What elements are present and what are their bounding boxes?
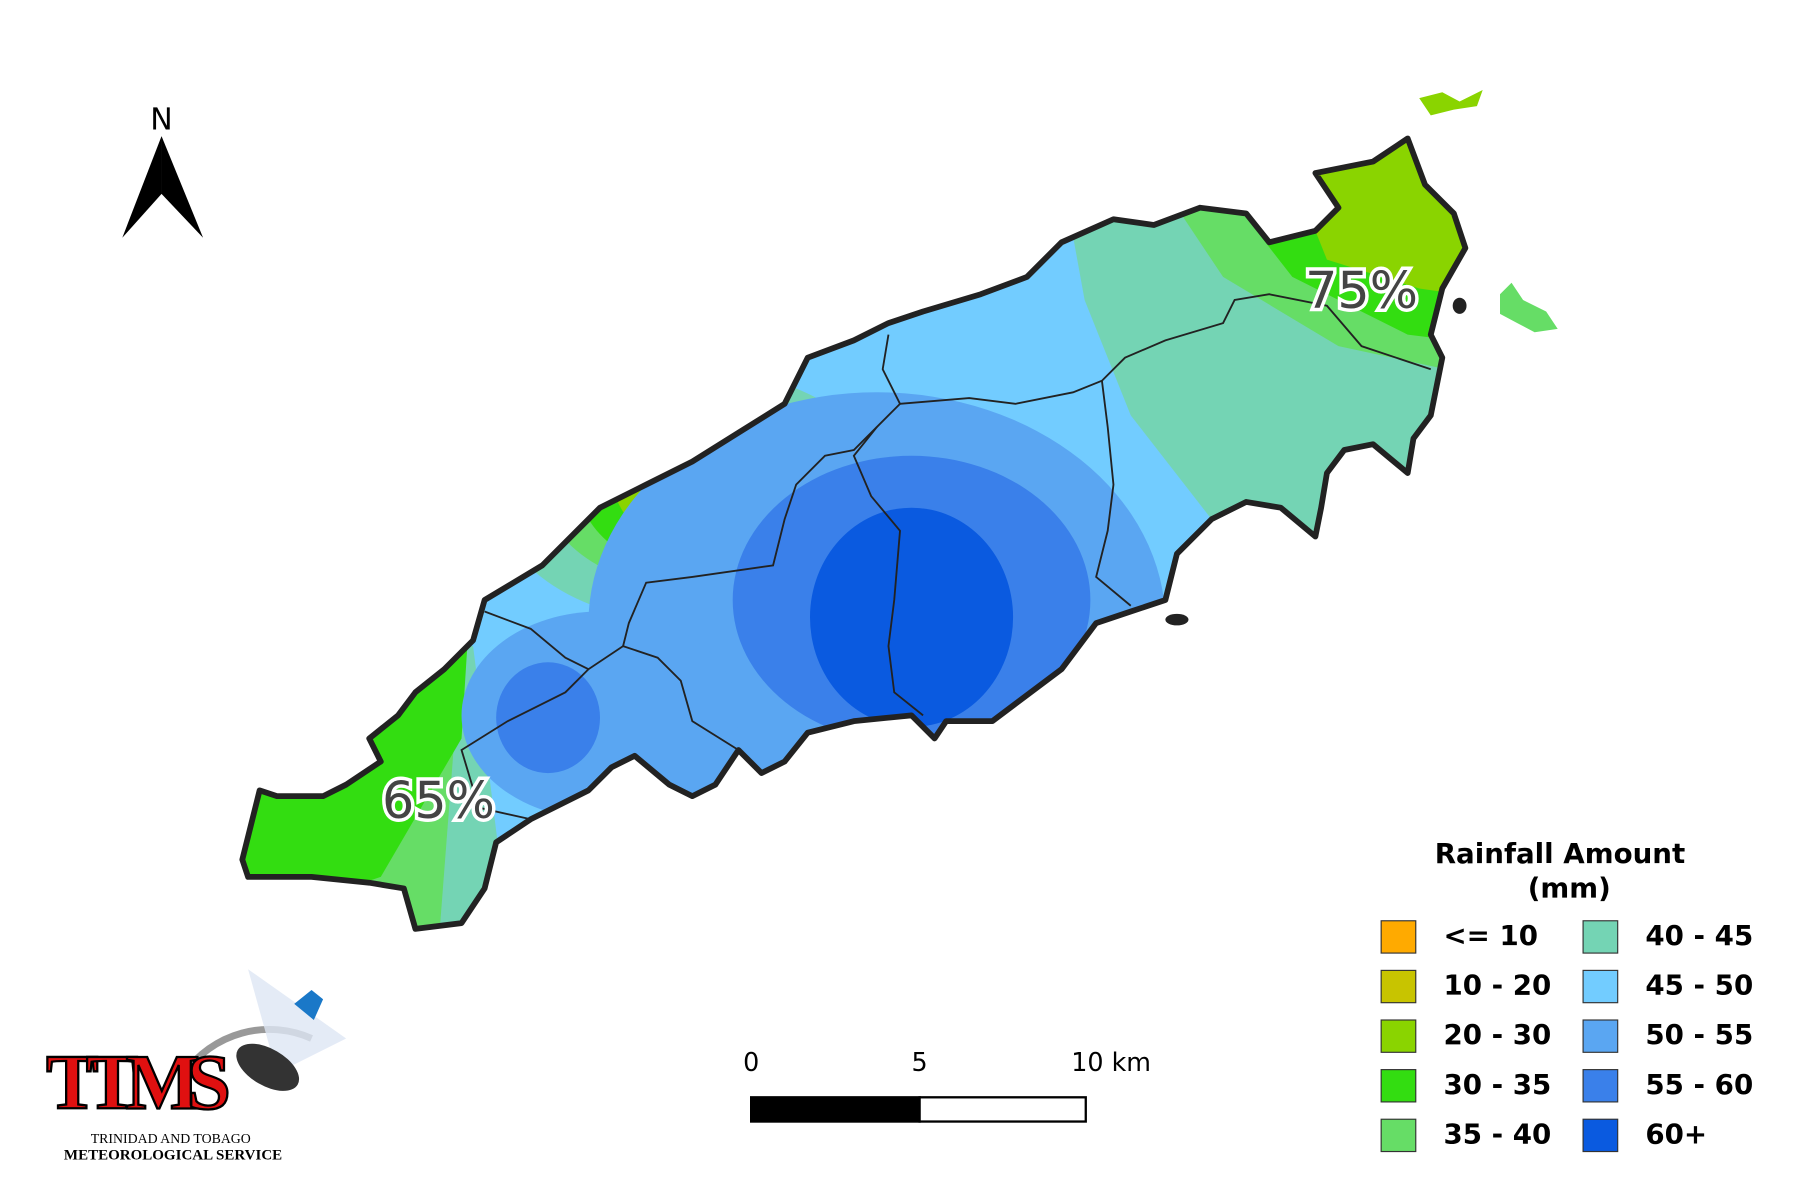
logo: TTMS TRINIDAD AND TOBAGO METEOROLOGICAL … <box>45 969 347 1164</box>
arrow-right <box>161 136 204 238</box>
boundary <box>1095 380 1132 607</box>
legend-swatch <box>1380 969 1417 1004</box>
boundary <box>460 668 590 821</box>
logo-dish <box>236 1043 300 1091</box>
legend-label: 40 - 45 <box>1645 919 1753 952</box>
scale-segment <box>918 1096 1087 1123</box>
legend-label: 50 - 55 <box>1645 1018 1753 1051</box>
zone <box>810 507 1014 727</box>
legend-swatch <box>1582 969 1619 1004</box>
legend-swatch <box>1582 1019 1619 1053</box>
scale-label: 5 <box>912 1047 928 1077</box>
legend-label: <= 10 <box>1443 919 1538 952</box>
map-label: 65% <box>382 771 495 830</box>
logo-text: METEOROLOGICAL SERVICE <box>64 1148 282 1164</box>
legend-title: (mm) <box>1528 872 1611 905</box>
st-giles-island <box>1419 90 1483 116</box>
logo-beam <box>248 969 347 1074</box>
legend-label: 30 - 35 <box>1443 1068 1551 1101</box>
arrow-left <box>122 136 162 238</box>
logo-island <box>294 990 324 1020</box>
legend-swatch <box>1582 1069 1619 1103</box>
legend-label: 20 - 30 <box>1443 1018 1551 1051</box>
logo-text: TRINIDAD AND TOBAGO <box>91 1131 251 1146</box>
legend-label: 10 - 20 <box>1443 969 1551 1002</box>
legend-swatch <box>1380 1019 1417 1053</box>
legend-label: 35 - 40 <box>1443 1117 1551 1150</box>
legend-label: 45 - 50 <box>1645 969 1753 1002</box>
islet <box>1165 613 1189 626</box>
boundary <box>899 293 1432 405</box>
legend-swatch <box>1380 1118 1417 1153</box>
boundary <box>484 610 739 751</box>
legend-swatch <box>1582 920 1619 954</box>
parish-boundaries <box>460 293 1432 821</box>
little-tobago <box>1500 282 1558 333</box>
legend-label: 60+ <box>1645 1117 1707 1150</box>
legend-swatch <box>1582 1118 1619 1153</box>
scale-segment <box>750 1096 921 1123</box>
legend-swatch <box>1380 920 1417 954</box>
zone <box>496 662 600 774</box>
legend: Rainfall Amount (mm) <= 10 10 - 20 20 - 30… <box>1380 837 1753 1153</box>
legend-title: Rainfall Amount <box>1435 837 1686 870</box>
north-arrow: N <box>122 103 204 238</box>
boundary <box>852 426 924 717</box>
logo-title: TTMS <box>46 1038 231 1125</box>
legend-label: 55 - 60 <box>1645 1068 1753 1101</box>
scale-bar: 0 5 10 km <box>743 1047 1151 1123</box>
scale-label: 10 km <box>1071 1047 1151 1077</box>
legend-swatch <box>1380 1069 1417 1103</box>
island-outline <box>239 135 1469 932</box>
map-label: 75% <box>1305 261 1418 320</box>
north-label: N <box>150 103 172 138</box>
scale-label: 0 <box>743 1047 759 1077</box>
islet <box>1452 297 1467 314</box>
